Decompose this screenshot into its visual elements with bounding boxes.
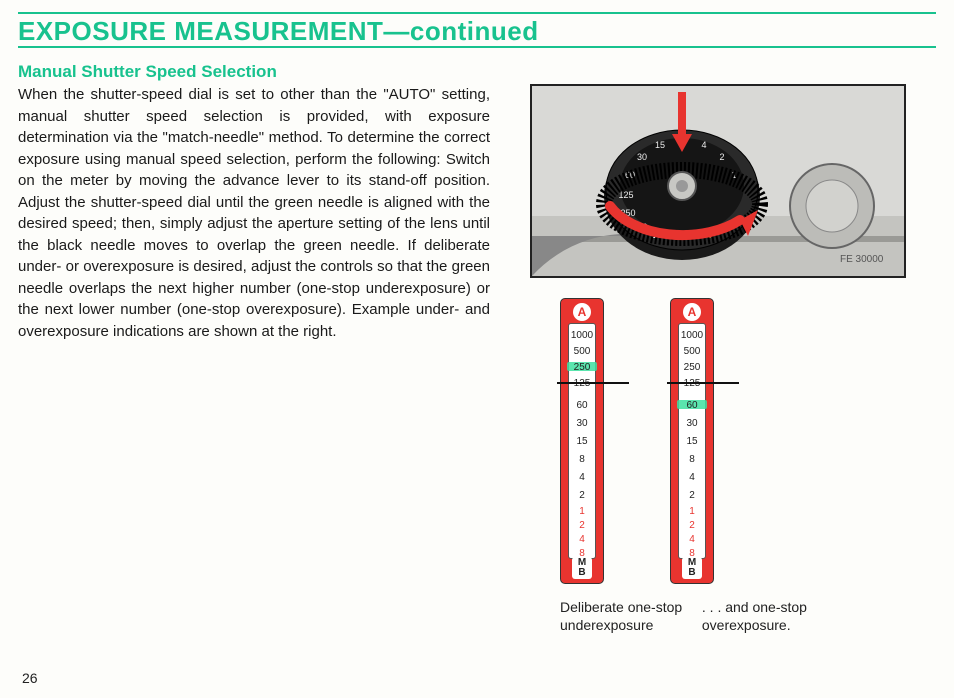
mb-badge: MB — [572, 557, 592, 579]
scale-mark: 8 — [679, 454, 705, 465]
camera-dial-photo: 8 15 4 30 2 60 1 125 250 500 1000 AUTO — [530, 84, 906, 278]
scale-mark: 500 — [569, 346, 595, 357]
scale-mark: 500 — [679, 346, 705, 357]
scale-mark: 60 — [569, 400, 595, 411]
top-rule — [18, 12, 936, 14]
svg-text:30: 30 — [637, 152, 647, 162]
scale-mark: 4 — [679, 472, 705, 483]
svg-text:4: 4 — [701, 140, 706, 150]
scale-mark: 1000 — [679, 330, 705, 341]
scale-mark: 15 — [569, 436, 595, 447]
scale-window: 10005002501256030158421248 — [678, 323, 706, 559]
svg-text:15: 15 — [655, 140, 665, 150]
scale-mark: 2 — [569, 520, 595, 531]
scale-mark: 4 — [679, 534, 705, 545]
scale-mark: 250 — [569, 362, 595, 373]
scale-mark: 30 — [569, 418, 595, 429]
scale-window: 10005002501256030158421248 — [568, 323, 596, 559]
scale-mark: 2 — [569, 490, 595, 501]
scale-mark: 2 — [679, 520, 705, 531]
scale-mark: 30 — [679, 418, 705, 429]
section-subtitle: Manual Shutter Speed Selection — [18, 62, 277, 82]
scale-mark: 4 — [569, 472, 595, 483]
auto-badge: A — [573, 303, 591, 321]
svg-text:2: 2 — [719, 152, 724, 162]
page-title: EXPOSURE MEASUREMENT—continued — [18, 16, 539, 47]
scale-mark: 1 — [679, 506, 705, 517]
black-meter-needle — [557, 382, 629, 384]
caption-underexposure: Deliberate one-stop underexposure — [560, 598, 690, 634]
svg-text:FE 30000: FE 30000 — [840, 254, 884, 265]
scale-mark: 15 — [679, 436, 705, 447]
body-paragraph: When the shutter-speed dial is set to ot… — [18, 84, 490, 342]
exposure-strip-1: A10005002501256030158421248MB — [560, 298, 604, 584]
scale-mark: 250 — [679, 362, 705, 373]
scale-mark: 1000 — [569, 330, 595, 341]
exposure-scales: A10005002501256030158421248MBA1000500250… — [560, 298, 900, 584]
scale-mark: 8 — [569, 454, 595, 465]
auto-badge: A — [683, 303, 701, 321]
caption-overexposure: . . . and one-stop overexposure. — [702, 598, 882, 634]
exposure-strip-2: A10005002501256030158421248MB — [670, 298, 714, 584]
scale-mark: 2 — [679, 490, 705, 501]
scale-mark: 60 — [679, 400, 705, 411]
scale-captions: Deliberate one-stop underexposure . . . … — [560, 598, 920, 634]
scale-mark: 4 — [569, 534, 595, 545]
scale-mark: 1 — [569, 506, 595, 517]
black-meter-needle — [667, 382, 739, 384]
title-underline — [18, 46, 936, 48]
mb-badge: MB — [682, 557, 702, 579]
page-number: 26 — [22, 670, 38, 686]
